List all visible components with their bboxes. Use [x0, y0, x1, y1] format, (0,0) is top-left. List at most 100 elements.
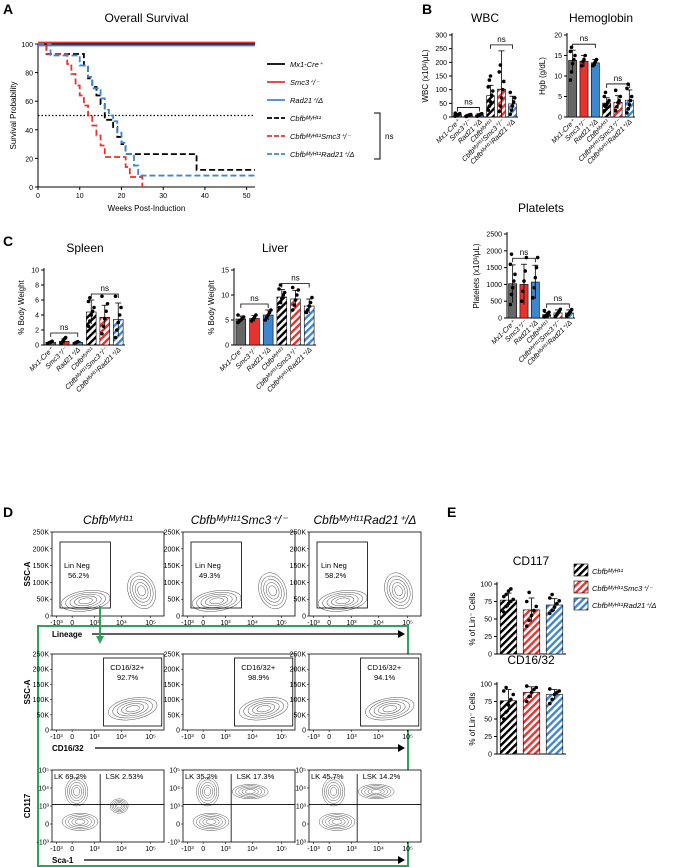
contour-line — [232, 784, 269, 800]
data-point — [497, 109, 502, 114]
data-point — [116, 320, 121, 325]
y-tick-label: 50K — [37, 712, 50, 719]
data-point — [547, 310, 551, 315]
data-point — [113, 294, 118, 299]
data-point — [532, 687, 536, 692]
legend-label: Cbfbᴹʸᴴ¹¹Smc3⁺/⁻ — [290, 132, 351, 141]
x-tick-label: 30 — [159, 193, 167, 200]
contour-line — [364, 786, 388, 797]
contour-line — [322, 591, 363, 610]
gate-percent: 58.2% — [325, 571, 347, 580]
data-point — [308, 300, 313, 305]
data-point — [500, 87, 505, 92]
x-tick-label: 0 — [201, 734, 205, 741]
contour-line — [244, 789, 256, 794]
panel-label-a: A — [3, 1, 13, 17]
contour-line — [330, 787, 338, 796]
y-tick-label: 100K — [33, 697, 50, 704]
data-point — [488, 74, 493, 78]
data-point — [527, 694, 531, 699]
data-point — [550, 697, 554, 702]
column-header: Cbfbᴹʸᴴ¹¹ — [83, 513, 133, 527]
contour-line — [256, 705, 271, 713]
data-point — [615, 104, 619, 109]
data-point — [278, 283, 283, 287]
data-point — [547, 701, 552, 706]
data-point — [568, 78, 573, 82]
y-tick-label: 5 — [558, 94, 562, 101]
lk-gate-label: LK 35.2% — [185, 772, 218, 781]
x-tick-label: 10³ — [220, 620, 231, 627]
significance-label: ns — [580, 34, 588, 43]
legend-label: Cbfbᴹʸᴴ¹¹ — [290, 114, 322, 123]
y-tick-label: 0 — [488, 652, 492, 659]
y-tick-label: 0 — [176, 614, 180, 621]
y-tick-label: 10 — [31, 268, 39, 275]
contour-line — [129, 575, 154, 606]
data-point — [504, 604, 508, 609]
contour-line — [382, 705, 397, 713]
y-axis-label: SSC-A — [23, 561, 32, 586]
x-tick-label: 10⁴ — [116, 734, 127, 741]
contour-line — [324, 779, 344, 804]
y-tick-label: 200K — [33, 667, 50, 674]
data-point — [290, 285, 295, 290]
data-point — [522, 279, 526, 283]
y-tick-label: 2000 — [486, 248, 502, 255]
data-point — [547, 687, 552, 691]
contour-line — [65, 591, 106, 610]
data-point — [613, 88, 618, 93]
data-point — [532, 608, 536, 613]
data-point — [457, 111, 462, 116]
data-point — [626, 107, 630, 111]
y-tick-label: 0 — [488, 752, 492, 759]
y-tick-label: 15 — [554, 53, 562, 60]
data-point — [504, 685, 508, 690]
data-point — [521, 289, 525, 293]
contour-line — [322, 776, 346, 807]
y-tick-label: 0 — [45, 728, 49, 735]
y-tick-label: 6 — [35, 298, 39, 305]
data-point — [558, 307, 563, 312]
significance-label: ns — [101, 284, 109, 293]
contour-line — [111, 799, 127, 813]
data-point — [555, 601, 559, 606]
data-point — [105, 301, 110, 306]
y-tick-label: 0 — [176, 822, 180, 829]
gating-arrow-head — [96, 636, 104, 644]
contour-line — [391, 582, 406, 600]
x-tick-label: 0 — [327, 846, 331, 853]
contour-line — [326, 593, 359, 608]
data-point — [50, 339, 54, 344]
x-tick-label: 10⁵ — [145, 846, 156, 853]
y-tick-label: 0 — [225, 343, 229, 350]
contour-line — [326, 782, 342, 802]
y-tick-label: 25 — [484, 634, 492, 641]
x-tick-label: 50 — [243, 193, 251, 200]
x-tick-label: 0 — [201, 846, 205, 853]
y-tick-label: -10³ — [168, 840, 181, 847]
chart-title: Liver — [262, 241, 288, 255]
contour-line — [192, 812, 230, 831]
significance-label: ns — [554, 294, 562, 303]
lsk-gate-label: LSK 14.2% — [363, 772, 401, 781]
gate-name: Lin Neg — [64, 561, 90, 570]
data-point — [579, 63, 584, 68]
data-point — [534, 265, 539, 270]
data-point — [278, 300, 283, 305]
x-tick-label: -10³ — [181, 734, 194, 741]
contour-line — [238, 786, 262, 797]
data-point — [617, 98, 621, 103]
data-point — [296, 288, 301, 292]
contour-line — [199, 816, 223, 828]
chart-title: WBC — [471, 11, 499, 25]
y-tick-label: 100 — [480, 682, 492, 689]
survival-chart: Overall Survival 0 20 40 60 80 100 0 10 20 30 40 50 W… — [9, 11, 393, 213]
x-axis-label: Lineage — [52, 630, 83, 639]
gate-name: CD16/32+ — [110, 663, 145, 672]
data-point — [552, 692, 557, 697]
bar — [590, 62, 600, 118]
y-tick-label: 15 — [221, 268, 229, 275]
data-point — [569, 307, 574, 312]
significance-bracket — [281, 283, 310, 288]
